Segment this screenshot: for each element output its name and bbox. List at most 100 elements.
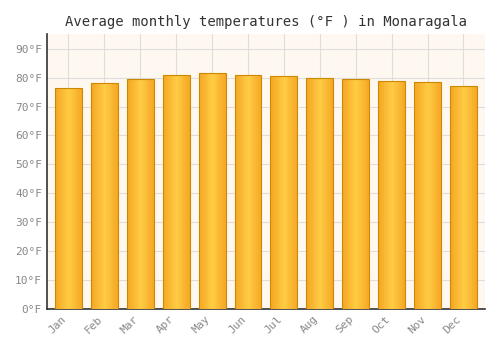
Bar	[392, 80, 394, 309]
Bar	[152, 79, 153, 309]
Bar	[475, 86, 476, 309]
Bar	[394, 80, 395, 309]
Bar	[436, 82, 438, 309]
Bar	[396, 80, 397, 309]
Bar	[454, 86, 456, 309]
Bar	[99, 83, 100, 309]
Bar	[252, 75, 254, 309]
Bar	[100, 83, 102, 309]
Bar	[320, 78, 322, 309]
Bar	[116, 83, 117, 309]
Bar	[327, 78, 328, 309]
Bar	[73, 88, 74, 309]
Bar	[61, 88, 62, 309]
Bar	[420, 82, 422, 309]
Bar	[257, 75, 258, 309]
Bar	[244, 75, 246, 309]
Bar	[310, 78, 311, 309]
Bar	[330, 78, 332, 309]
Bar	[440, 82, 441, 309]
Bar	[109, 83, 110, 309]
Bar	[344, 79, 345, 309]
Bar	[466, 86, 467, 309]
Bar	[286, 76, 288, 309]
Bar	[307, 78, 308, 309]
Bar	[358, 79, 360, 309]
Bar	[212, 74, 213, 309]
Bar	[425, 82, 426, 309]
Bar	[395, 80, 396, 309]
Bar	[433, 82, 434, 309]
Bar	[210, 74, 211, 309]
Bar	[388, 80, 389, 309]
Bar	[456, 86, 457, 309]
Bar	[397, 80, 398, 309]
Bar	[291, 76, 292, 309]
Bar	[314, 78, 316, 309]
Bar	[117, 83, 118, 309]
Bar	[457, 86, 458, 309]
Bar	[138, 79, 140, 309]
Bar	[182, 75, 184, 309]
Bar	[293, 76, 294, 309]
Bar	[247, 75, 248, 309]
Bar	[270, 76, 297, 309]
Bar	[110, 83, 112, 309]
Bar	[240, 75, 241, 309]
Bar	[218, 74, 219, 309]
Bar	[254, 75, 255, 309]
Bar	[211, 74, 212, 309]
Bar	[342, 79, 343, 309]
Bar	[221, 74, 222, 309]
Bar	[294, 76, 296, 309]
Bar	[206, 74, 208, 309]
Bar	[60, 88, 61, 309]
Bar	[250, 75, 252, 309]
Bar	[355, 79, 356, 309]
Bar	[236, 75, 237, 309]
Bar	[179, 75, 180, 309]
Bar	[213, 74, 214, 309]
Bar	[140, 79, 141, 309]
Bar	[127, 79, 154, 309]
Bar	[288, 76, 290, 309]
Bar	[107, 83, 108, 309]
Bar	[353, 79, 354, 309]
Bar	[168, 75, 169, 309]
Bar	[151, 79, 152, 309]
Bar	[130, 79, 132, 309]
Bar	[115, 83, 116, 309]
Bar	[223, 74, 224, 309]
Bar	[450, 86, 451, 309]
Bar	[390, 80, 392, 309]
Bar	[167, 75, 168, 309]
Bar	[94, 83, 96, 309]
Bar	[272, 76, 273, 309]
Bar	[198, 74, 226, 309]
Bar	[348, 79, 350, 309]
Bar	[317, 78, 318, 309]
Bar	[308, 78, 309, 309]
Bar	[81, 88, 82, 309]
Bar	[332, 78, 334, 309]
Bar	[205, 74, 206, 309]
Bar	[186, 75, 187, 309]
Bar	[198, 74, 200, 309]
Bar	[400, 80, 402, 309]
Bar	[386, 80, 387, 309]
Bar	[364, 79, 366, 309]
Bar	[326, 78, 327, 309]
Bar	[215, 74, 216, 309]
Bar	[58, 88, 59, 309]
Bar	[106, 83, 107, 309]
Bar	[423, 82, 424, 309]
Bar	[256, 75, 257, 309]
Bar	[296, 76, 298, 309]
Bar	[64, 88, 65, 309]
Bar	[439, 82, 440, 309]
Bar	[283, 76, 284, 309]
Bar	[270, 76, 272, 309]
Bar	[318, 78, 319, 309]
Bar	[469, 86, 470, 309]
Bar	[234, 75, 236, 309]
